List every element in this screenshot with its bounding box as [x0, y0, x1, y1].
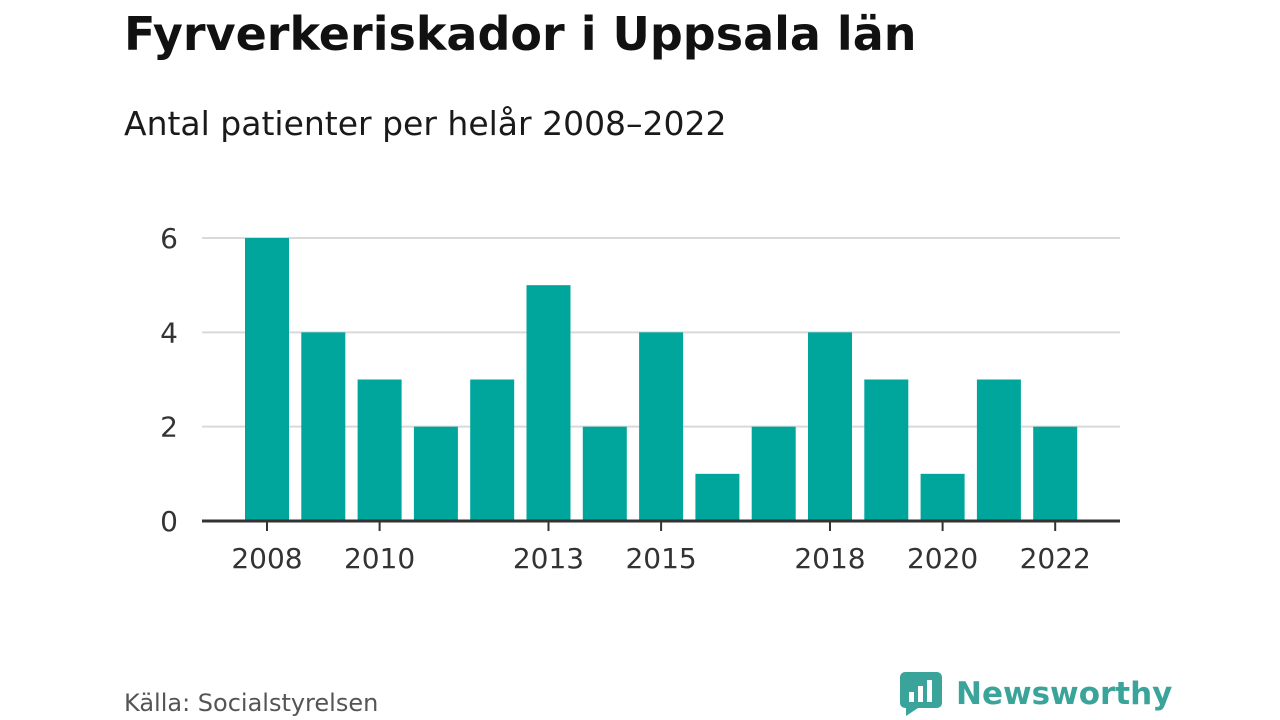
x-tick-label: 2013	[513, 542, 584, 575]
y-axis-ticks: 0 2 4 6	[160, 222, 178, 538]
x-tick-label: 2015	[625, 542, 696, 575]
x-tick-label: 2022	[1020, 542, 1091, 575]
x-tick-label: 2008	[231, 542, 302, 575]
bar-2016	[695, 473, 740, 521]
x-tick-label: 2018	[794, 542, 865, 575]
bar-2018	[808, 332, 852, 521]
y-tick-label: 2	[160, 411, 178, 444]
y-tick-label: 0	[160, 505, 178, 538]
bar-2010	[357, 379, 402, 521]
bar-chart-logo-icon	[900, 672, 942, 716]
bar-2022	[1033, 426, 1078, 521]
bar-2015	[639, 332, 684, 521]
brand-logo: Newsworthy	[900, 670, 1172, 718]
bar-chart: 0 2 4 6 2008 2010 2013 2015 2018 2020 2022	[160, 222, 1120, 575]
bar-2013	[526, 285, 571, 521]
chart-title: Fyrverkeriskador i Uppsala län	[124, 7, 917, 61]
x-tick-label: 2010	[344, 542, 415, 575]
y-tick-label: 4	[160, 316, 178, 349]
x-axis-ticks: 2008 2010 2013 2015 2018 2020 2022	[231, 521, 1091, 575]
source-note: Källa: Socialstyrelsen	[124, 689, 379, 717]
bar-2020	[920, 473, 965, 521]
bar-2021	[976, 379, 1021, 521]
bar-2012	[470, 379, 515, 521]
bars	[245, 238, 1078, 521]
bar-2014	[582, 426, 627, 521]
y-tick-label: 6	[160, 222, 178, 255]
chart-subtitle: Antal patienter per helår 2008–2022	[124, 104, 727, 143]
bar-2008	[245, 238, 289, 521]
x-tick-label: 2020	[907, 542, 978, 575]
brand-name: Newsworthy	[956, 676, 1173, 712]
bar-2019	[864, 379, 909, 521]
bar-2017	[751, 426, 796, 521]
bar-2009	[301, 332, 346, 521]
bar-2011	[413, 426, 458, 521]
